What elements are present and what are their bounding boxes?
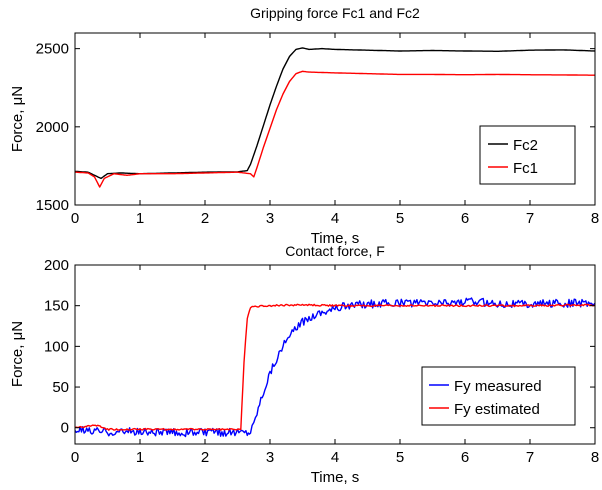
series-layer: [74, 297, 596, 438]
y-tick-label: 0: [61, 420, 69, 437]
x-tick-label: 3: [266, 449, 274, 466]
y-tick-label: 50: [52, 379, 69, 396]
chart-title: Gripping force Fc1 and Fc2: [250, 5, 420, 21]
y-tick-label: 200: [44, 257, 69, 274]
x-axis-label: Time, s: [311, 230, 360, 247]
x-tick-label: 4: [331, 449, 339, 466]
x-tick-label: 5: [396, 449, 404, 466]
y-axis-label: Force, μN: [9, 321, 26, 387]
x-tick-label: 1: [136, 449, 144, 466]
legend-label-fy-estimated: Fy estimated: [454, 401, 540, 418]
legend-label-fc1: Fc1: [513, 160, 538, 177]
x-axis-label: Time, s: [311, 469, 360, 486]
y-axis-label: Force, μN: [9, 86, 26, 152]
legend-label-fc2: Fc2: [513, 137, 538, 154]
x-tick-label: 4: [331, 210, 339, 227]
x-tick-label: 6: [461, 210, 469, 227]
x-tick-label: 2: [201, 210, 209, 227]
series-line-fc1: [75, 70, 595, 188]
y-tick-label: 1500: [36, 197, 69, 214]
x-tick-label: 6: [461, 449, 469, 466]
ticks-layer: 0 1 2 3 4 5 6 7 8 1500 2000 2500: [36, 33, 599, 227]
contact-force-chart: Contact force, F 0 1 2 3 4 5 6 7 8 0 50 100 150 200 T…: [9, 243, 599, 486]
x-tick-label: 5: [396, 210, 404, 227]
legend-label-fy-measured: Fy measured: [454, 378, 542, 395]
x-tick-label: 8: [591, 210, 599, 227]
legend: Fc2 Fc1: [479, 125, 576, 185]
chart-title: Contact force, F: [285, 243, 385, 259]
x-tick-label: 7: [526, 449, 534, 466]
series-line-fy-estimated: [74, 303, 596, 431]
y-tick-label: 150: [44, 298, 69, 315]
x-tick-label: 0: [71, 210, 79, 227]
x-tick-label: 8: [591, 449, 599, 466]
x-tick-label: 2: [201, 449, 209, 466]
x-tick-label: 7: [526, 210, 534, 227]
x-tick-label: 1: [136, 210, 144, 227]
x-tick-label: 0: [71, 449, 79, 466]
gripping-force-chart: Gripping force Fc1 and Fc2 0 1 2 3 4 5 6 7 8 1500…: [9, 5, 599, 247]
legend: Fy measured Fy estimated: [421, 366, 576, 426]
y-tick-label: 2500: [36, 41, 69, 58]
ticks-layer: 0 1 2 3 4 5 6 7 8 0 50 100 150 200: [44, 257, 599, 466]
legend-box: [421, 366, 576, 426]
series-layer: [74, 47, 596, 188]
y-tick-label: 2000: [36, 119, 69, 136]
x-tick-label: 3: [266, 210, 274, 227]
legend-box: [479, 125, 576, 185]
y-tick-label: 100: [44, 338, 69, 355]
